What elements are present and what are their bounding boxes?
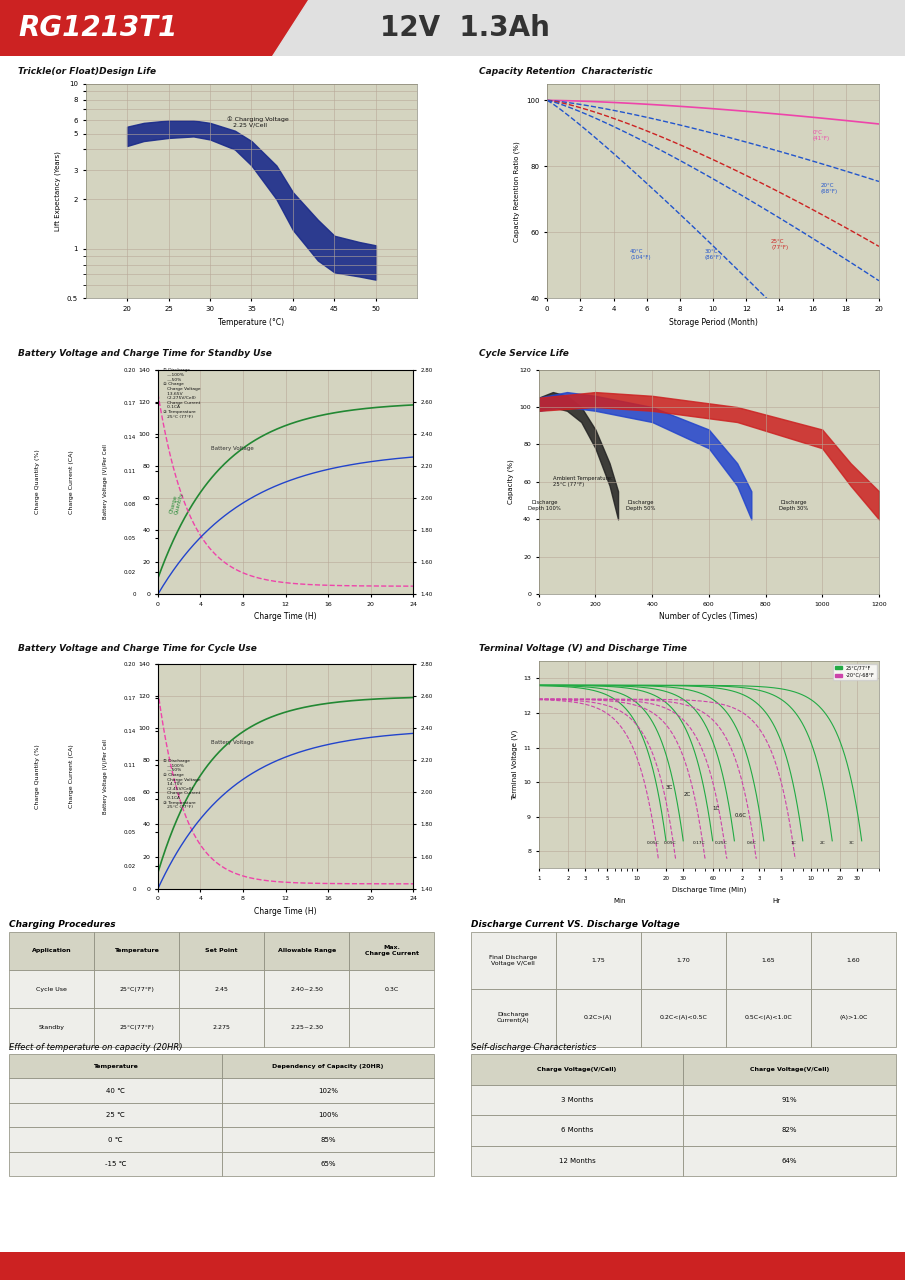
Text: Battery Voltage and Charge Time for Standby Use: Battery Voltage and Charge Time for Stan…	[17, 349, 272, 358]
Text: Ambient Temperature:
25°C (77°F): Ambient Temperature: 25°C (77°F)	[553, 476, 613, 486]
Text: Self-discharge Characteristics: Self-discharge Characteristics	[471, 1043, 595, 1052]
Text: Cycle Service Life: Cycle Service Life	[479, 349, 569, 358]
Text: Capacity Retention  Characteristic: Capacity Retention Characteristic	[479, 68, 653, 77]
Text: ① Charging Voltage
   2.25 V/Cell: ① Charging Voltage 2.25 V/Cell	[226, 116, 289, 128]
X-axis label: Discharge Time (Min): Discharge Time (Min)	[672, 887, 746, 893]
Text: Charge Current (CA): Charge Current (CA)	[69, 451, 73, 513]
Text: 0.17C: 0.17C	[693, 841, 706, 845]
Text: Charge
Quantity: Charge Quantity	[168, 490, 185, 515]
Text: Battery Voltage: Battery Voltage	[211, 445, 253, 451]
X-axis label: Charge Time (H): Charge Time (H)	[254, 612, 317, 621]
X-axis label: Charge Time (H): Charge Time (H)	[254, 906, 317, 915]
FancyBboxPatch shape	[0, 0, 344, 56]
Text: 0.6C: 0.6C	[747, 841, 757, 845]
FancyBboxPatch shape	[344, 0, 905, 56]
Legend: 25°C/77°F, -20°C/-68°F: 25°C/77°F, -20°C/-68°F	[833, 663, 877, 680]
Text: 3C: 3C	[666, 785, 673, 790]
Text: 2C: 2C	[820, 841, 825, 845]
Text: Effect of temperature on capacity (20HR): Effect of temperature on capacity (20HR)	[9, 1043, 183, 1052]
Y-axis label: Terminal Voltage (V): Terminal Voltage (V)	[511, 730, 518, 800]
Text: 25°C
(77°F): 25°C (77°F)	[771, 239, 788, 250]
Text: Charge Current (CA): Charge Current (CA)	[69, 745, 73, 808]
X-axis label: Number of Cycles (Times): Number of Cycles (Times)	[660, 612, 758, 621]
Text: 20°C
(68°F): 20°C (68°F)	[821, 183, 838, 193]
Text: 0.6C: 0.6C	[734, 813, 747, 818]
Text: Battery Voltage (V)/Per Cell: Battery Voltage (V)/Per Cell	[102, 444, 108, 520]
Text: Terminal Voltage (V) and Discharge Time: Terminal Voltage (V) and Discharge Time	[479, 644, 687, 653]
Text: Charging Procedures: Charging Procedures	[9, 920, 116, 929]
Text: 40°C
(104°F): 40°C (104°F)	[630, 250, 651, 260]
Text: 0.05C: 0.05C	[646, 841, 659, 845]
Text: Battery Voltage and Charge Time for Cycle Use: Battery Voltage and Charge Time for Cycl…	[17, 644, 256, 653]
X-axis label: Storage Period (Month): Storage Period (Month)	[669, 317, 757, 326]
Text: 1C: 1C	[790, 841, 795, 845]
Text: RG1213T1: RG1213T1	[18, 14, 177, 42]
Text: 0°C
(41°F): 0°C (41°F)	[813, 131, 830, 141]
Text: 0.25C: 0.25C	[715, 841, 728, 845]
X-axis label: Temperature (°C): Temperature (°C)	[218, 317, 284, 326]
Text: Battery Voltage (V)/Per Cell: Battery Voltage (V)/Per Cell	[102, 739, 108, 814]
Text: Discharge Current VS. Discharge Voltage: Discharge Current VS. Discharge Voltage	[471, 920, 680, 929]
Text: Discharge
Depth 100%: Discharge Depth 100%	[528, 500, 561, 511]
Text: ① Discharge
   —100%
   —50%
② Charge
   Charge Voltage
   14.70V
   (2.45V/Cell: ① Discharge —100% —50% ② Charge Charge V…	[163, 759, 201, 809]
Text: Discharge
Depth 50%: Discharge Depth 50%	[626, 500, 655, 511]
Y-axis label: Capacity (%): Capacity (%)	[507, 460, 514, 504]
Text: ① Discharge
   —100%
   —50%
② Charge
   Charge Voltage
   13.65V
   (2.275V/Cel: ① Discharge —100% —50% ② Charge Charge V…	[163, 369, 201, 419]
Text: 0.09C: 0.09C	[663, 841, 676, 845]
Text: 1C: 1C	[712, 805, 719, 810]
Text: Hr: Hr	[773, 899, 781, 904]
Polygon shape	[272, 0, 344, 56]
Text: 12V  1.3Ah: 12V 1.3Ah	[380, 14, 550, 42]
Text: Trickle(or Float)Design Life: Trickle(or Float)Design Life	[17, 68, 156, 77]
Text: Battery Voltage: Battery Voltage	[211, 740, 253, 745]
Text: Min: Min	[614, 899, 625, 904]
Text: 3C: 3C	[849, 841, 855, 845]
Text: Discharge
Depth 30%: Discharge Depth 30%	[779, 500, 808, 511]
Text: Charge Quantity (%): Charge Quantity (%)	[34, 744, 40, 809]
Text: 30°C
(86°F): 30°C (86°F)	[705, 250, 722, 260]
Text: Charge Quantity (%): Charge Quantity (%)	[34, 449, 40, 515]
Y-axis label: Capacity Retention Ratio (%): Capacity Retention Ratio (%)	[514, 141, 520, 242]
Text: 2C: 2C	[683, 792, 691, 797]
Y-axis label: Lift Expectancy (Years): Lift Expectancy (Years)	[55, 151, 62, 232]
